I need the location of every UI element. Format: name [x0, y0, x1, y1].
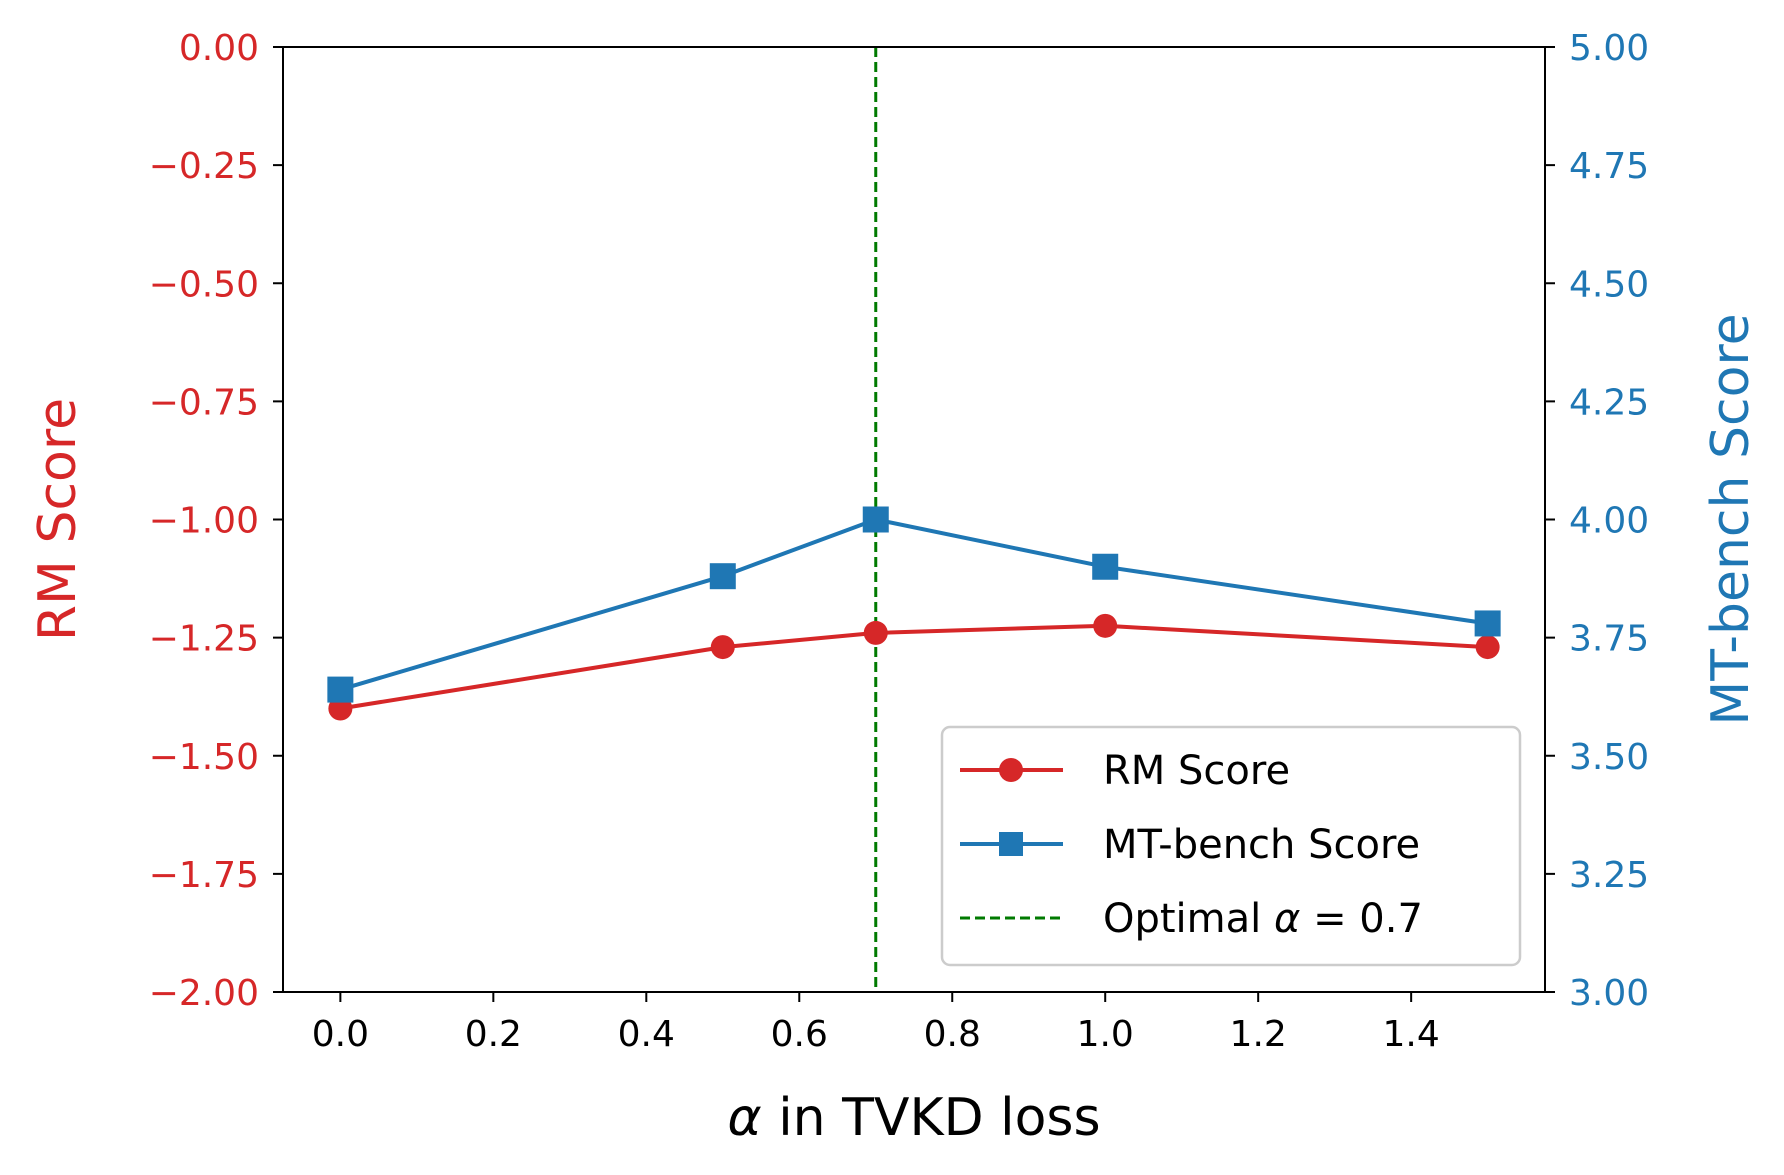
- data-point-mt-bench-score-4: [1474, 610, 1501, 637]
- x-axis-title: α in TVKD loss: [727, 1088, 1100, 1148]
- y-left-tick-label-8: −2.00: [149, 973, 259, 1014]
- y-left-tick-label-0: 0.00: [179, 28, 259, 69]
- x-tick-label-6: 1.2: [1230, 1014, 1287, 1055]
- data-point-rm-score-2: [863, 620, 888, 645]
- data-point-rm-score-1: [710, 635, 735, 660]
- x-tick-label-0: 0.0: [312, 1014, 369, 1055]
- legend-label-rm-score: RM Score: [1103, 748, 1290, 794]
- y-right-tick-label-6: 3.50: [1569, 737, 1649, 778]
- y-right-tick-label-5: 3.75: [1569, 619, 1649, 660]
- x-axis-title-alpha: α: [727, 1088, 761, 1148]
- y-right-tick-label-7: 3.25: [1569, 855, 1649, 896]
- y-right-tick-label-1: 4.75: [1569, 146, 1649, 187]
- y-left-tick-label-2: −0.50: [149, 264, 259, 305]
- y-right-tick-label-3: 4.25: [1569, 382, 1649, 423]
- legend-optimal-alpha: α: [1274, 896, 1300, 942]
- data-point-mt-bench-score-3: [1092, 553, 1119, 580]
- legend-label-optimal-alpha: Optimal α = 0.7: [1103, 896, 1423, 942]
- y-right-tick-label-0: 5.00: [1569, 28, 1649, 69]
- data-point-mt-bench-score-1: [709, 563, 736, 590]
- legend-marker-mt-bench-score: [999, 832, 1023, 856]
- y-left-tick-label-6: −1.50: [149, 737, 259, 778]
- y-right-tick-label-4: 4.00: [1569, 501, 1649, 542]
- x-tick-label-5: 1.0: [1077, 1014, 1134, 1055]
- legend-label-mt-bench-score: MT-bench Score: [1103, 822, 1420, 868]
- x-tick-label-4: 0.8: [924, 1014, 981, 1055]
- y-left-tick-label-7: −1.75: [149, 855, 259, 896]
- y-right-axis-title: MT-bench Score: [1701, 313, 1761, 725]
- y-left-tick-label-4: −1.00: [149, 501, 259, 542]
- x-tick-label-7: 1.4: [1383, 1014, 1440, 1055]
- legend-optimal-prefix: Optimal: [1103, 896, 1274, 942]
- data-point-mt-bench-score-0: [327, 676, 354, 703]
- y-left-axis-title: RM Score: [28, 398, 88, 641]
- y-right-tick-label-2: 4.50: [1569, 264, 1649, 305]
- series-line-mt-bench-score: [339, 517, 1488, 692]
- x-tick-label-2: 0.4: [618, 1014, 675, 1055]
- x-tick-label-3: 0.6: [771, 1014, 828, 1055]
- data-point-rm-score-3: [1093, 613, 1118, 638]
- data-point-mt-bench-score-2: [862, 506, 889, 533]
- data-point-rm-score-4: [1475, 635, 1500, 660]
- y-right-tick-label-8: 3.00: [1569, 973, 1649, 1014]
- legend: RM Score MT-bench Score Optimal α = 0.7: [940, 725, 1522, 967]
- x-axis-title-rest: in TVKD loss: [762, 1088, 1101, 1148]
- y-left-tick-label-5: −1.25: [149, 619, 259, 660]
- y-left-tick-label-3: −0.75: [149, 382, 259, 423]
- legend-marker-rm-score: [999, 758, 1023, 782]
- y-left-tick-label-1: −0.25: [149, 146, 259, 187]
- x-tick-label-1: 0.2: [465, 1014, 522, 1055]
- legend-box: [940, 725, 1522, 967]
- legend-optimal-suffix: = 0.7: [1300, 896, 1423, 942]
